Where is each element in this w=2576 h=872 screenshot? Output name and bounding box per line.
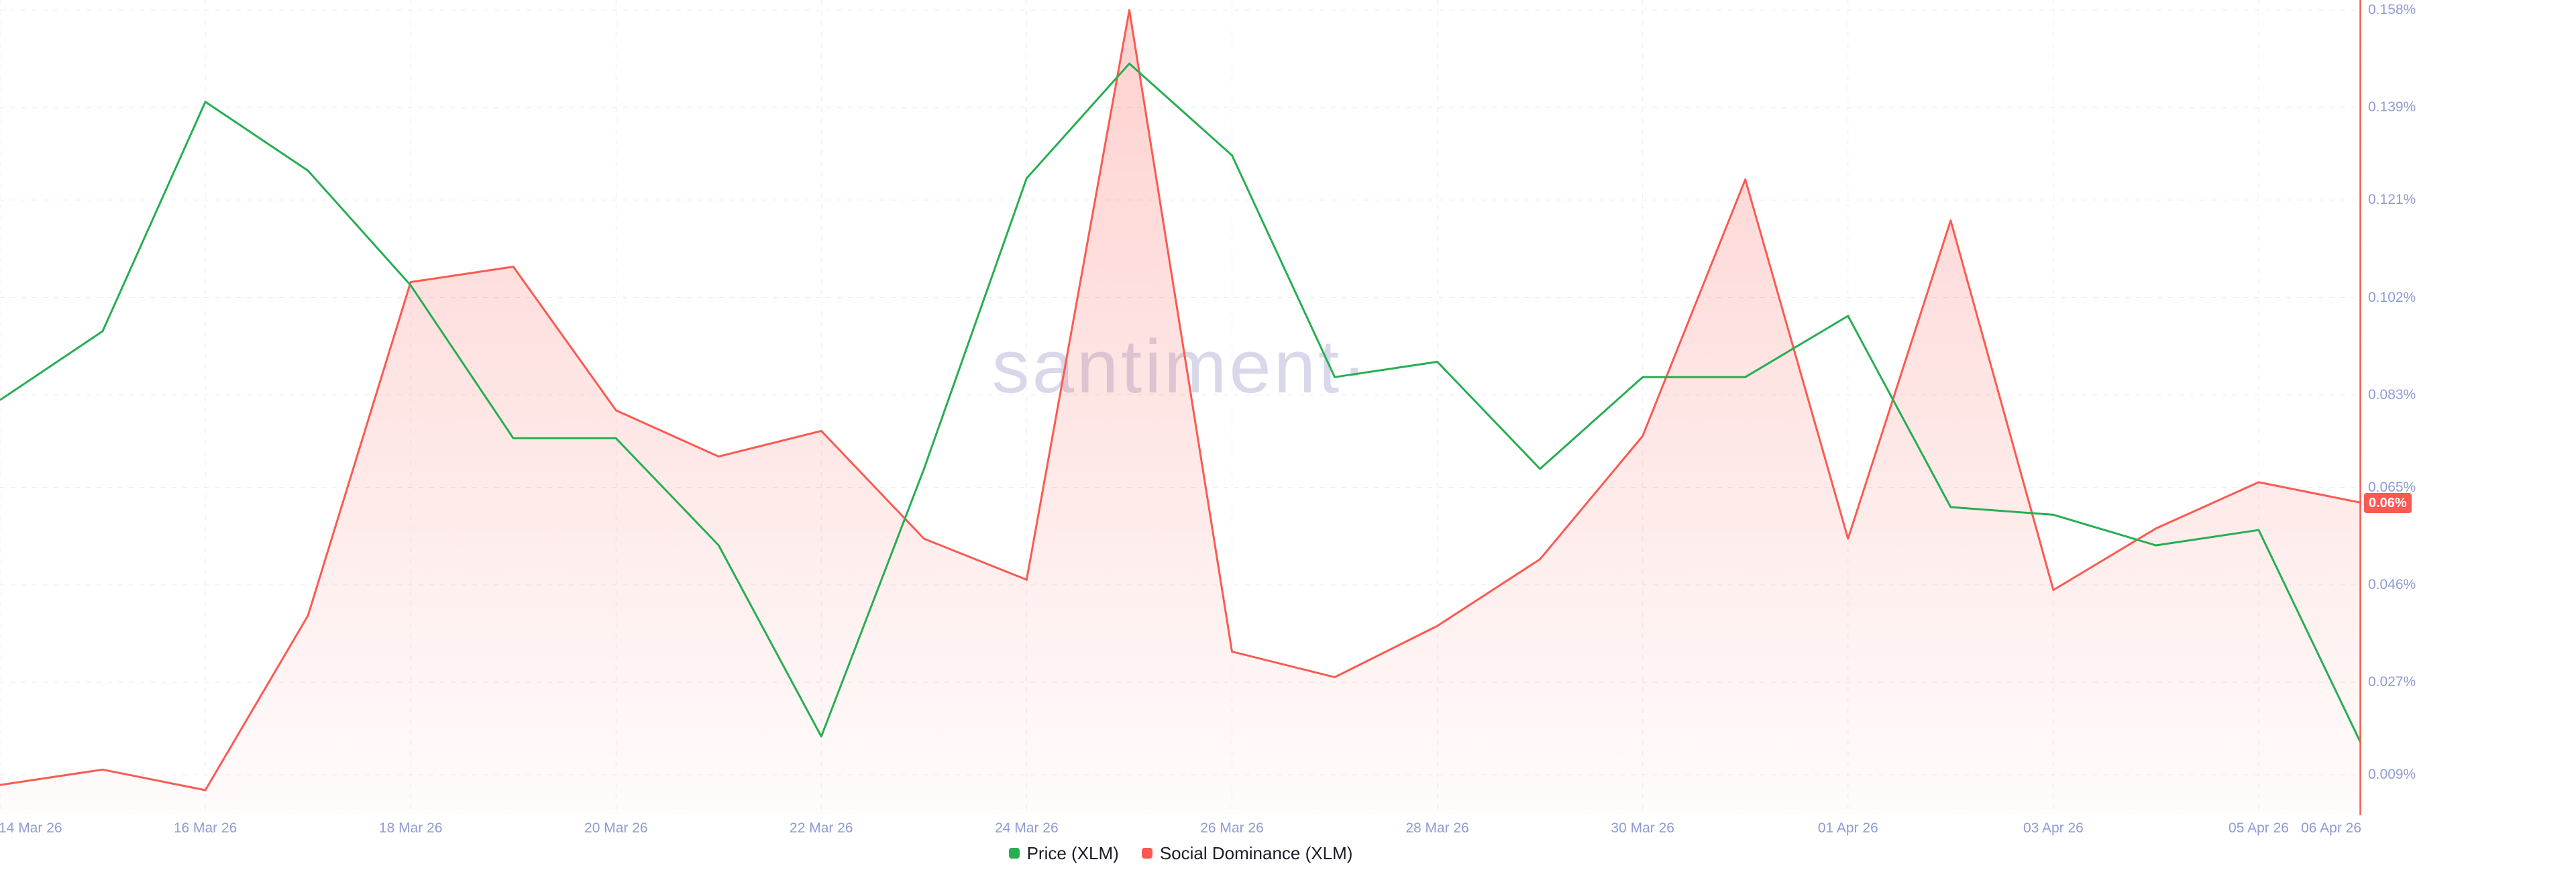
social-dominance-area <box>0 10 2361 815</box>
x-axis-label: 03 Apr 26 <box>2023 820 2084 836</box>
current-value-badge: 0.06% <box>2364 492 2412 513</box>
x-axis-label: 28 Mar 26 <box>1405 820 1469 836</box>
legend-item-price[interactable]: Price (XLM) <box>1008 842 1119 864</box>
legend: Price (XLM) Social Dominance (XLM) <box>0 842 2361 864</box>
x-axis-label: 05 Apr 26 <box>2229 820 2289 836</box>
y-axis-label: 0.065% <box>2368 479 2416 495</box>
social-dominance-series-swatch <box>1141 848 1152 859</box>
x-axis-label: 01 Apr 26 <box>1817 820 1878 836</box>
y-axis-label: 0.121% <box>2368 192 2416 208</box>
legend-item-social-dominance[interactable]: Social Dominance (XLM) <box>1141 842 1353 864</box>
social-dominance-line <box>0 9 2361 792</box>
x-axis-label: 20 Mar 26 <box>584 820 648 836</box>
x-axis-label: 18 Mar 26 <box>378 820 443 836</box>
y-axis: 0.158% 0.139% 0.121% 0.102% 0.083% 0.065% 0.04… <box>2368 0 2462 815</box>
chart-canvas[interactable] <box>0 0 2361 815</box>
x-axis-label: 24 Mar 26 <box>995 820 1059 836</box>
x-axis-label: 14 Mar 26 <box>0 820 62 836</box>
x-axis: 14 Mar 26 16 Mar 26 18 Mar 26 20 Mar 26 22 M… <box>0 820 2415 840</box>
y-axis-label: 0.102% <box>2368 289 2416 305</box>
y-axis-label: 0.027% <box>2368 674 2416 690</box>
x-axis-label: 16 Mar 26 <box>173 820 237 836</box>
price-line <box>0 62 2361 745</box>
y-axis-label: 0.009% <box>2368 767 2416 782</box>
x-axis-label: 22 Mar 26 <box>790 820 853 836</box>
price-series-swatch <box>1008 848 1020 859</box>
x-axis-label: 06 Apr 26 <box>2301 820 2361 836</box>
y-axis-label: 0.046% <box>2368 576 2416 592</box>
legend-label-social-dominance: Social Dominance (XLM) <box>1159 843 1353 863</box>
x-axis-label: 30 Mar 26 <box>1611 820 1674 836</box>
x-axis-label: 26 Mar 26 <box>1200 820 1264 836</box>
y-axis-label: 0.158% <box>2368 2 2416 17</box>
y-axis-label: 0.083% <box>2368 386 2416 402</box>
legend-label-price: Price (XLM) <box>1026 843 1119 863</box>
y-axis-label: 0.139% <box>2368 99 2416 115</box>
